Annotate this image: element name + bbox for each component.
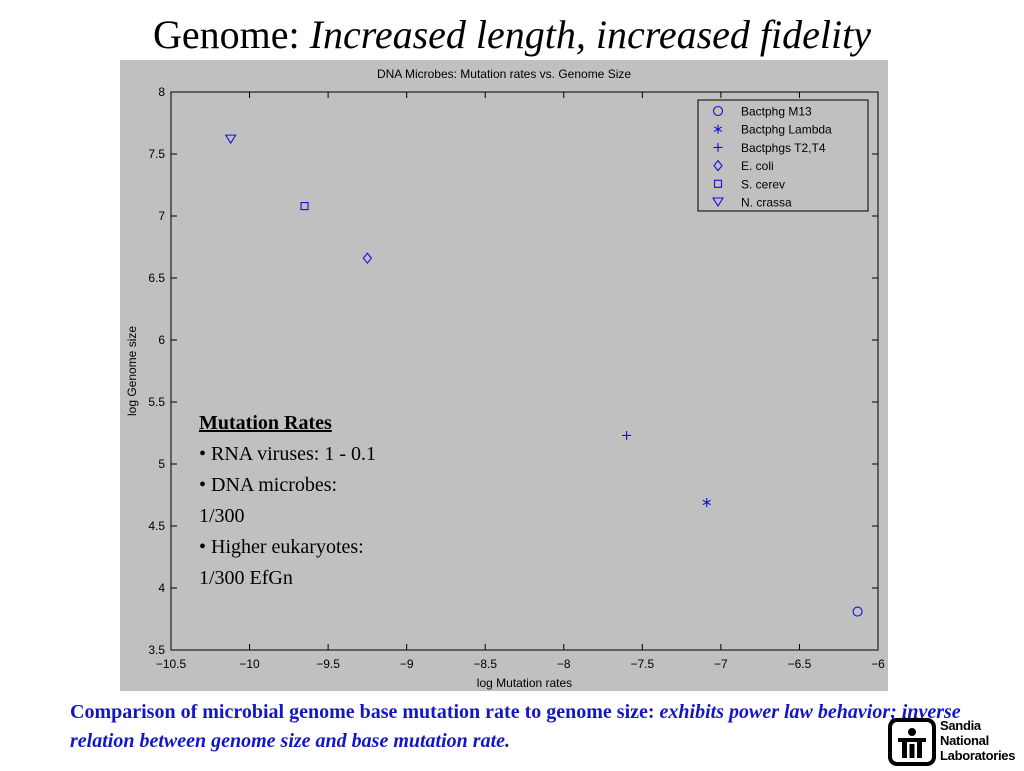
y-tick-label: 4.5 — [148, 519, 165, 533]
chart-title: DNA Microbes: Mutation rates vs. Genome … — [377, 67, 631, 81]
legend-box — [697, 99, 869, 212]
logo-line: Sandia — [940, 718, 981, 733]
y-tick-label: 5 — [158, 457, 165, 471]
legend-marker-diamond — [713, 159, 723, 172]
x-tick-label: −10.5 — [156, 657, 187, 671]
caption-italic: exhibits power law behavior; inverse rel… — [70, 701, 961, 752]
legend-marker-square — [713, 179, 723, 188]
x-tick-label: −10 — [239, 657, 260, 671]
y-tick-label: 6 — [158, 333, 165, 347]
legend-entry: N. crassa — [741, 196, 792, 210]
y-tick-label: 6.5 — [148, 271, 165, 285]
notes-line: 1/300 EfGn — [199, 567, 293, 589]
slide-title-italic: Increased length, increased fidelity — [309, 12, 871, 57]
slide-title: Genome: Increased length, increased fide… — [0, 8, 1024, 62]
x-tick-label: −6 — [871, 657, 885, 671]
logo-line: Laboratories — [940, 748, 1016, 763]
slide-caption: Comparison of microbial genome base muta… — [70, 698, 1000, 756]
legend-entry: S. cerev — [741, 177, 785, 191]
data-point-diamond — [362, 252, 373, 265]
y-tick-label: 8 — [158, 85, 165, 99]
sandia-logo-mark-icon — [888, 718, 936, 766]
notes-line: • RNA viruses: 1 - 0.1 — [199, 443, 377, 465]
data-point-triangle-down — [224, 134, 237, 145]
y-tick-label: 5.5 — [148, 395, 165, 409]
data-point-plus — [622, 430, 632, 440]
x-tick-label: −7 — [714, 657, 728, 671]
logo-text: Sandia National Laboratories — [940, 718, 1015, 763]
legend-marker-asterisk — [713, 124, 723, 134]
y-tick-label: 7 — [158, 209, 165, 223]
mutation-rates-note: Mutation Rates • RNA viruses: 1 - 0.1 • … — [199, 408, 439, 594]
notes-line: • DNA microbes: — [199, 474, 338, 496]
legend-marker-circle — [712, 105, 724, 117]
x-axis-label: log Mutation rates — [477, 676, 572, 690]
plot-frame — [170, 91, 879, 651]
y-tick-label: 4 — [158, 581, 165, 595]
notes-heading: Mutation Rates — [199, 412, 332, 434]
legend-marker-plus — [713, 142, 723, 152]
y-tick-label: 7.5 — [148, 147, 165, 161]
notes-line: 1/300 — [199, 505, 245, 527]
chart-svg: DNA Microbes: Mutation rates vs. Genome … — [120, 60, 888, 691]
data-point-asterisk — [702, 497, 711, 507]
notes-line: • Higher eukaryotes: — [199, 536, 364, 558]
legend-entry: E. coli — [741, 159, 774, 173]
y-axis-label: log Genome size — [125, 326, 139, 416]
x-tick-label: −9.5 — [316, 657, 340, 671]
x-tick-label: −9 — [400, 657, 414, 671]
caption-plain: Comparison of microbial genome base muta… — [70, 701, 660, 723]
y-tick-label: 3.5 — [148, 643, 165, 657]
data-point-circle — [852, 606, 863, 617]
sandia-logo: Sandia National Laboratories — [888, 718, 1016, 766]
x-tick-label: −7.5 — [630, 657, 654, 671]
x-tick-label: −8.5 — [473, 657, 497, 671]
legend-entry: Bactphgs T2,T4 — [741, 141, 826, 155]
legend-marker-triangle-down — [712, 197, 724, 208]
slide-title-plain: Genome: — [153, 12, 310, 57]
logo-line: National — [940, 733, 989, 748]
data-point-square — [300, 202, 309, 211]
scatter-chart: DNA Microbes: Mutation rates vs. Genome … — [120, 60, 888, 691]
x-tick-label: −6.5 — [788, 657, 812, 671]
legend-entry: Bactphg Lambda — [741, 123, 832, 137]
legend-entry: Bactphg M13 — [741, 105, 812, 119]
x-tick-label: −8 — [557, 657, 571, 671]
